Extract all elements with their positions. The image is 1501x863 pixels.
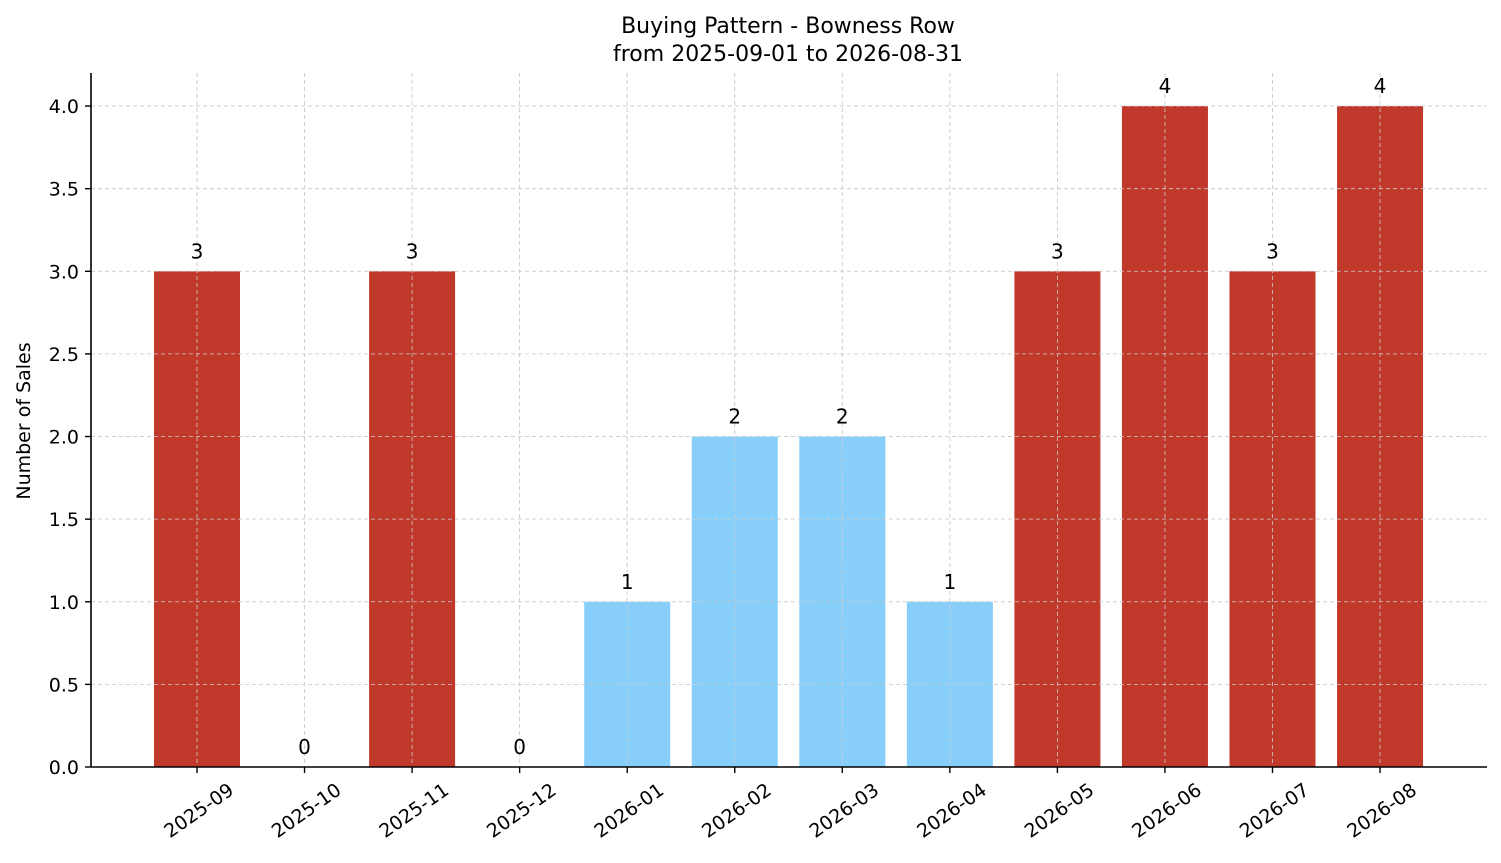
value-labels: 3 0 3 0 1 2 2 1 3 4 3 4 [191, 74, 1387, 759]
y-tick-label: 3.5 [49, 179, 79, 201]
y-tick-label: 1.5 [49, 509, 79, 531]
bar-value-label: 3 [1051, 239, 1064, 263]
bar-value-label: 1 [621, 570, 634, 594]
bar-value-label: 0 [513, 735, 526, 759]
chart-subtitle: from 2025-09-01 to 2026-08-31 [613, 42, 963, 67]
bar-value-label: 3 [1266, 239, 1279, 263]
x-tick-label: 2026-06 [1128, 779, 1206, 843]
y-axis-label: Number of Sales [13, 342, 35, 499]
y-tick-label: 4.0 [49, 96, 79, 118]
x-tick-label: 2026-03 [806, 779, 884, 843]
bars [91, 73, 1487, 768]
x-tick-label: 2026-01 [590, 779, 668, 843]
x-tick-label: 2026-05 [1021, 779, 1099, 843]
y-tick-label: 3.0 [49, 261, 79, 283]
x-tick-label: 2025-11 [375, 779, 453, 843]
bar-value-label: 2 [728, 405, 741, 429]
bar-value-label: 3 [191, 239, 204, 263]
x-tick-label: 2026-07 [1236, 779, 1314, 843]
x-tick-label: 2025-12 [483, 779, 561, 843]
x-tick-label: 2026-04 [913, 779, 991, 843]
x-ticks: 2025-09 2025-10 2025-11 2025-12 2026-01 2026-… [160, 767, 1421, 843]
y-tick-label: 0.0 [49, 757, 79, 779]
bar-value-label: 0 [298, 735, 311, 759]
x-tick-label: 2025-10 [268, 779, 346, 843]
bar-value-label: 1 [943, 570, 956, 594]
y-tick-label: 1.0 [49, 592, 79, 614]
chart-title: Buying Pattern - Bowness Row [621, 14, 955, 39]
bar-value-label: 3 [406, 239, 419, 263]
bar-value-label: 2 [836, 405, 849, 429]
x-tick-label: 2026-08 [1343, 779, 1421, 843]
y-tick-label: 2.5 [49, 344, 79, 366]
y-tick-label: 0.5 [49, 674, 79, 696]
bar-value-label: 4 [1159, 74, 1172, 98]
x-tick-label: 2025-09 [160, 779, 238, 843]
y-tick-label: 2.0 [49, 427, 79, 449]
bar-value-label: 4 [1374, 74, 1387, 98]
y-ticks: 0.0 0.5 1.0 1.5 2.0 2.5 3.0 3.5 4.0 [49, 96, 91, 779]
x-tick-label: 2026-02 [698, 779, 776, 843]
